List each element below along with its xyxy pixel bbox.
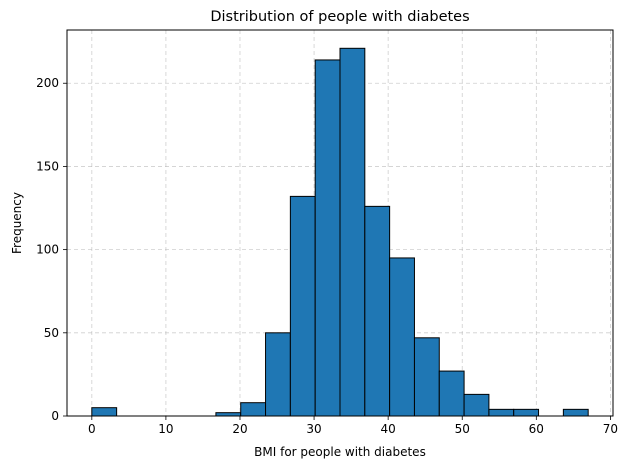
- histogram-bar: [265, 332, 291, 417]
- histogram-bar: [488, 408, 515, 417]
- y-tick-label: 200: [36, 76, 59, 90]
- x-tick-label: 40: [381, 422, 396, 436]
- x-axis-ticks: 0 10 20 30 40 50 60 70: [88, 416, 618, 436]
- histogram-bar: [389, 257, 415, 417]
- histogram-bar: [438, 370, 465, 417]
- y-tick-label: 50: [44, 326, 59, 340]
- histogram-bar: [513, 408, 540, 417]
- histogram-bar: [91, 407, 118, 417]
- histogram-bar: [314, 59, 341, 417]
- x-tick-label: 20: [232, 422, 247, 436]
- plot-frame: [66, 29, 614, 417]
- x-tick-label: 50: [455, 422, 470, 436]
- histogram-bar: [562, 408, 589, 417]
- x-tick-label: 0: [88, 422, 96, 436]
- histogram-bar: [364, 205, 391, 417]
- histogram-bars: [91, 47, 589, 417]
- histogram-bar: [240, 402, 267, 417]
- y-tick-label: 150: [36, 159, 59, 173]
- y-axis-label: Frequency: [10, 192, 24, 254]
- y-tick-label: 0: [51, 409, 59, 423]
- histogram-bar: [339, 47, 366, 417]
- x-tick-label: 30: [306, 422, 321, 436]
- y-axis-ticks: 0 50 100 150 200: [36, 76, 67, 423]
- x-axis-label: BMI for people with diabetes: [254, 445, 426, 459]
- y-tick-label: 100: [36, 243, 59, 257]
- chart-title: Distribution of people with diabetes: [210, 9, 469, 25]
- histogram-bar: [289, 195, 316, 417]
- x-tick-label: 70: [603, 422, 618, 436]
- histogram-bar: [413, 337, 440, 417]
- x-tick-label: 10: [158, 422, 173, 436]
- x-tick-label: 60: [529, 422, 544, 436]
- histogram-bar: [463, 393, 490, 417]
